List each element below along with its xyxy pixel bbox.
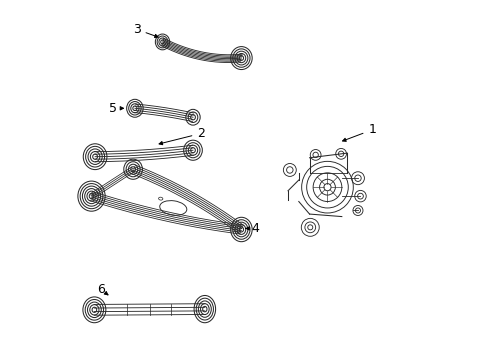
- Text: 5: 5: [109, 102, 123, 115]
- Text: 6: 6: [97, 283, 108, 296]
- Text: 2: 2: [159, 127, 205, 145]
- Text: 4: 4: [246, 222, 260, 235]
- Text: 3: 3: [133, 23, 158, 37]
- Text: 1: 1: [343, 123, 376, 141]
